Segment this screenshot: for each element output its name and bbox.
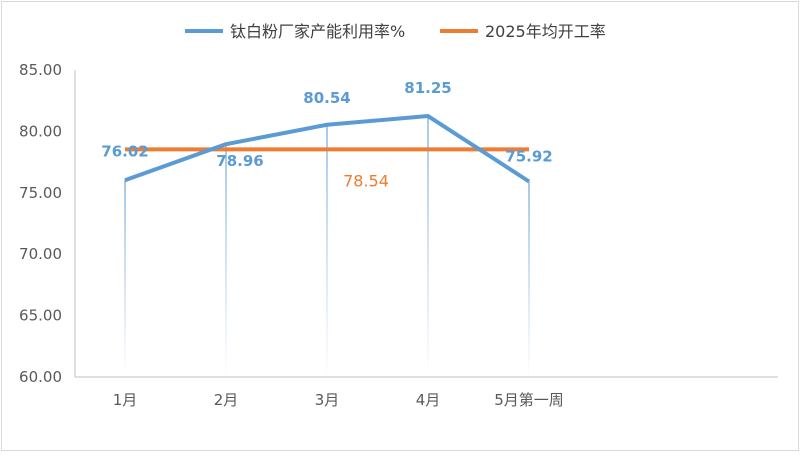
drop-line xyxy=(326,124,328,377)
legend-label-capacity: 钛白粉厂家产能利用率% xyxy=(230,22,405,41)
series-group xyxy=(124,114,531,184)
drop-line xyxy=(124,180,126,377)
drop-line xyxy=(225,144,227,377)
y-axis-ticks: 60.00 65.00 70.00 75.00 80.00 85.00 xyxy=(19,61,62,386)
legend: 钛白粉厂家产能利用率% 2025年均开工率 xyxy=(185,22,606,41)
y-tick-label: 80.00 xyxy=(19,122,62,140)
capacity-data-label: 80.54 xyxy=(303,89,350,107)
x-tick-label: 1月 xyxy=(113,391,138,409)
drop-line xyxy=(528,181,530,377)
capacity-data-label: 75.92 xyxy=(505,148,552,166)
y-tick-label: 60.00 xyxy=(19,368,62,386)
y-tick-label: 70.00 xyxy=(19,245,62,263)
data-labels: 76.02 78.96 80.54 81.25 75.92 78.54 xyxy=(101,79,552,190)
capacity-data-label: 81.25 xyxy=(404,79,451,97)
x-tick-label: 4月 xyxy=(416,391,441,409)
capacity-line xyxy=(124,114,531,184)
y-tick-label: 75.00 xyxy=(19,184,62,202)
y-tick-label: 85.00 xyxy=(19,61,62,79)
capacity-data-label: 76.02 xyxy=(101,142,148,160)
legend-label-average: 2025年均开工率 xyxy=(485,22,606,41)
x-tick-label: 2月 xyxy=(214,391,239,409)
drop-line xyxy=(427,116,429,378)
capacity-data-label: 78.96 xyxy=(216,152,263,170)
average-data-label: 78.54 xyxy=(343,171,389,190)
drop-lines xyxy=(124,116,530,378)
x-tick-label: 3月 xyxy=(315,391,340,409)
y-tick-label: 65.00 xyxy=(19,307,62,325)
x-tick-label: 5月第一周 xyxy=(494,391,564,409)
x-axis-categories: 1月 2月 3月 4月 5月第一周 xyxy=(113,391,564,409)
chart-frame xyxy=(1,1,799,451)
